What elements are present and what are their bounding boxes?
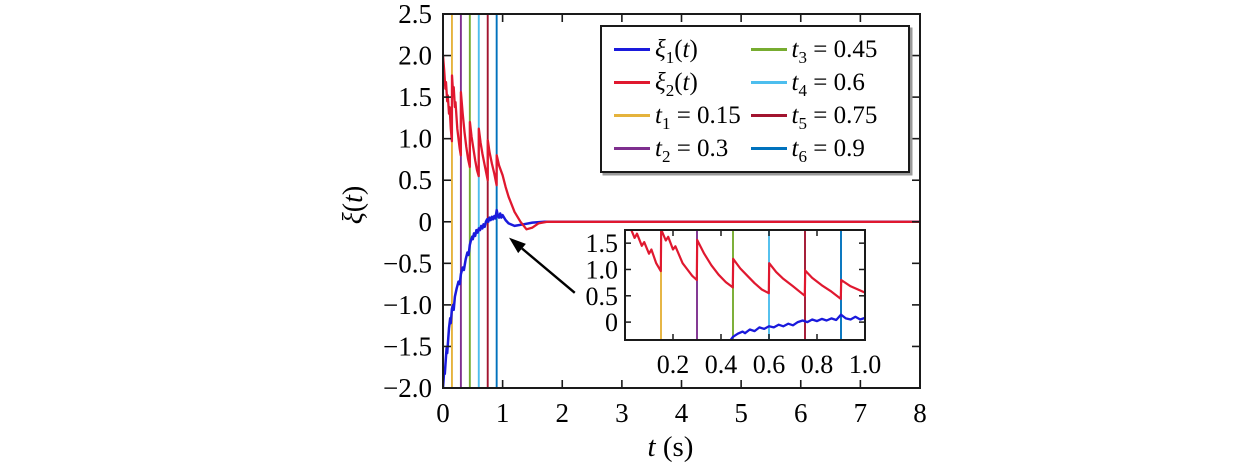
y-tick-label: −2.0 xyxy=(383,373,432,403)
inset-y-tick-label: 0.5 xyxy=(586,282,619,311)
x-tick-label: 2 xyxy=(556,398,570,428)
legend-swatch xyxy=(750,48,787,51)
inset-axes-box xyxy=(624,229,866,341)
y-tick-label: 1.5 xyxy=(398,82,432,112)
x-axis-label: t (s) xyxy=(648,431,694,463)
legend-item-t4: t4 = 0.6 xyxy=(750,68,898,100)
inset-x-tick-label: 1.0 xyxy=(849,350,882,379)
y-tick-label: 0 xyxy=(419,207,433,237)
legend-swatch xyxy=(750,81,787,84)
inset-x-tick-label: 0.2 xyxy=(657,350,690,379)
y-tick-label: 1.0 xyxy=(398,124,432,154)
x-tick-label: 3 xyxy=(615,398,629,428)
legend-item-t3: t3 = 0.45 xyxy=(750,35,898,67)
legend-item-t5: t5 = 0.75 xyxy=(750,101,898,133)
legend-item-xi1: ξ1(t) xyxy=(614,35,751,67)
legend: ξ1(t) ξ2(t) t1 = 0.15 t2 = 0.3 t3 = 0.45 t4 =… xyxy=(600,25,910,173)
y-tick-label: −1.5 xyxy=(383,331,432,361)
legend-label: t1 = 0.15 xyxy=(655,101,741,133)
inset-xi1-curve xyxy=(729,313,865,340)
legend-swatch xyxy=(614,114,650,117)
inset-y-tick-label: 1.5 xyxy=(586,229,619,258)
xi2-curve xyxy=(443,55,920,231)
x-tick-label: 8 xyxy=(913,398,927,428)
legend-swatch xyxy=(614,81,650,84)
legend-label: t4 = 0.6 xyxy=(791,68,865,100)
legend-item-xi2: ξ2(t) xyxy=(614,68,751,100)
inset-x-tick-label: 0.8 xyxy=(801,350,834,379)
legend-label: ξ1(t) xyxy=(655,35,698,67)
legend-label: ξ2(t) xyxy=(655,68,698,100)
annotation-arrow-line xyxy=(521,247,576,294)
legend-item-t2: t2 = 0.3 xyxy=(614,134,751,166)
legend-label: t3 = 0.45 xyxy=(791,35,878,67)
inset-y-tick-label: 0 xyxy=(605,308,618,337)
legend-item-t1: t1 = 0.15 xyxy=(614,101,751,133)
y-tick-label: 2.0 xyxy=(398,41,432,71)
x-tick-label: 0 xyxy=(436,398,450,428)
inset-y-tick-label: 1.0 xyxy=(586,255,619,284)
inset-background xyxy=(625,230,865,340)
legend-item-t6: t6 = 0.9 xyxy=(750,134,898,166)
x-tick-label: 7 xyxy=(854,398,868,428)
legend-label: t6 = 0.9 xyxy=(791,134,865,166)
legend-label: t2 = 0.3 xyxy=(655,134,729,166)
xi1-curve xyxy=(443,208,920,388)
x-tick-label: 5 xyxy=(734,398,748,428)
x-tick-label: 6 xyxy=(794,398,808,428)
x-tick-label: 1 xyxy=(496,398,510,428)
legend-swatch xyxy=(614,147,650,150)
inset-x-tick-label: 0.6 xyxy=(753,350,786,379)
legend-swatch xyxy=(750,114,787,117)
y-tick-label: 2.5 xyxy=(398,0,432,29)
inset-xi2-curve xyxy=(630,230,865,300)
inset-x-tick-label: 0.4 xyxy=(705,350,738,379)
annotation-arrow-head xyxy=(509,237,526,254)
legend-label: t5 = 0.75 xyxy=(791,101,878,133)
y-axis-label: ξ(t) xyxy=(338,186,369,224)
legend-swatch xyxy=(614,48,650,51)
y-tick-label: −1.0 xyxy=(383,290,432,320)
x-tick-label: 4 xyxy=(675,398,689,428)
y-tick-label: 0.5 xyxy=(398,165,432,195)
legend-swatch xyxy=(750,147,787,150)
y-tick-label: −0.5 xyxy=(383,248,432,278)
